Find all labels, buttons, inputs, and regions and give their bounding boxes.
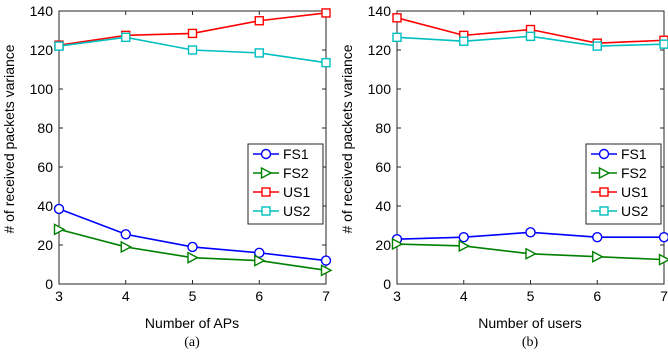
panel-b-point-us2 <box>659 39 668 49</box>
panel-b-legend-marker-fs2 <box>598 166 611 180</box>
panel-b-point-us1 <box>392 13 402 23</box>
panel-b-legend-marker-us2 <box>599 206 609 216</box>
panel-a-point-fs2 <box>187 251 200 264</box>
panel-a-point-us2 <box>321 57 331 68</box>
panel-a-ytick-label: 0 <box>45 276 53 292</box>
panel-a-point-us2 <box>187 45 198 55</box>
panel-a-point-fs1 <box>53 203 65 215</box>
panel-a-xtick-label: 7 <box>322 288 330 304</box>
panel-a-point-us1 <box>321 8 331 18</box>
panel-b-point-fs2 <box>658 253 668 266</box>
panel-b-point-fs2 <box>525 247 538 260</box>
panel-b-legend-label-us1: US1 <box>621 184 648 200</box>
panel-a-legend-marker-fs2 <box>260 166 273 180</box>
panel-a-xtick-label: 4 <box>122 288 130 304</box>
panel-b-legend-marker-fs1 <box>598 148 610 160</box>
panel-b-ylabel: # of received packets variance <box>339 44 355 233</box>
panel-a-xtick-label: 6 <box>255 288 263 304</box>
panel-b-legend-marker-us1 <box>599 187 609 197</box>
panel-a-legend-label-fs2: FS2 <box>283 165 309 181</box>
panel-b-point-us2 <box>592 41 602 51</box>
panel-a-xtick-label: 3 <box>55 288 63 304</box>
panel-b-point-fs1 <box>592 231 603 243</box>
panel-a-legend-marker-fs1 <box>260 148 272 160</box>
panel-a-ytick-label: 120 <box>30 42 54 58</box>
panel-b: # of received packets variance Number of… <box>339 3 668 350</box>
panel-a-point-us2 <box>121 32 131 43</box>
panel-b-ytick-label: 120 <box>368 42 392 58</box>
panel-b-point-us2 <box>525 31 536 42</box>
panel-b-xtick-label: 5 <box>527 288 535 304</box>
panel-b-ytick-label: 60 <box>375 159 391 175</box>
panel-a-point-fs2 <box>320 264 333 277</box>
panel-a-legend-label-fs1: FS1 <box>283 146 309 162</box>
panel-a-point-fs1 <box>320 255 332 266</box>
panel-a-legend-marker-us1 <box>261 187 271 197</box>
panel-a-ytick-label: 100 <box>30 81 54 97</box>
panel-b-point-fs2 <box>458 239 471 253</box>
panel-b-point-fs2 <box>391 237 404 251</box>
panel-b-legend-label-fs2: FS2 <box>621 165 647 181</box>
panel-a-legend-marker-us2 <box>261 206 271 216</box>
panel-b-ytick-label: 20 <box>375 237 391 253</box>
panel-b-xtick-label: 4 <box>460 288 468 304</box>
panel-a-point-us1 <box>187 28 198 39</box>
panel-a-point-fs1 <box>120 229 131 240</box>
panel-b-point-fs2 <box>592 250 604 263</box>
panel-b-ytick-label: 80 <box>375 120 391 136</box>
panel-a-point-us1 <box>254 16 264 26</box>
panel-b-xtick-label: 3 <box>393 288 401 304</box>
panel-b-ytick-label: 100 <box>368 81 392 97</box>
panel-b-xlabel: Number of users <box>478 315 581 331</box>
panel-a-ylabel: # of received packets variance <box>1 44 17 233</box>
panel-a-ytick-label: 140 <box>30 3 54 19</box>
panel-a-xlabel: Number of APs <box>145 315 239 331</box>
panel-a-ytick-label: 80 <box>37 120 53 136</box>
panel-b-point-fs1 <box>658 232 668 243</box>
panel-a-caption: (a) <box>184 335 200 350</box>
panel-a-legend: FS1 FS2 US1 US2 <box>247 143 324 225</box>
panel-a-legend-label-us1: US1 <box>283 184 310 200</box>
panel-a-ytick-label: 60 <box>37 159 53 175</box>
panel-a-ytick-label: 40 <box>37 198 53 214</box>
panel-b-ytick-label: 40 <box>375 198 391 214</box>
panel-a-point-fs1 <box>187 241 198 253</box>
panel-b-point-fs1 <box>525 227 536 238</box>
panel-b-legend-label-fs1: FS1 <box>621 146 647 162</box>
panel-a-xtick-label: 5 <box>189 288 197 304</box>
panel-b-ytick-label: 140 <box>368 3 392 19</box>
panel-a-point-us2 <box>54 41 64 51</box>
panel-b-xtick-label: 6 <box>593 288 601 304</box>
panel-b-legend-label-us2: US2 <box>621 203 648 219</box>
panel-b-legend: FS1 FS2 US1 US2 <box>585 143 662 225</box>
panel-b-point-fs1 <box>458 231 469 243</box>
panel-a-point-fs2 <box>254 254 266 267</box>
panel-a-point-fs2 <box>53 223 66 236</box>
panel-a-point-fs2 <box>120 240 133 254</box>
panel-a-ytick-label: 20 <box>37 237 53 253</box>
panel-b-ytick-label: 0 <box>383 276 391 292</box>
panel-b-xtick-label: 7 <box>660 288 668 304</box>
panel-a: # of received packets variance Number of… <box>1 3 333 350</box>
panel-b-point-us2 <box>459 36 469 46</box>
panel-b-point-us2 <box>392 32 402 43</box>
panel-b-caption: (b) <box>522 335 539 350</box>
panel-a-point-us2 <box>254 48 264 58</box>
panel-a-legend-label-us2: US2 <box>283 203 310 219</box>
